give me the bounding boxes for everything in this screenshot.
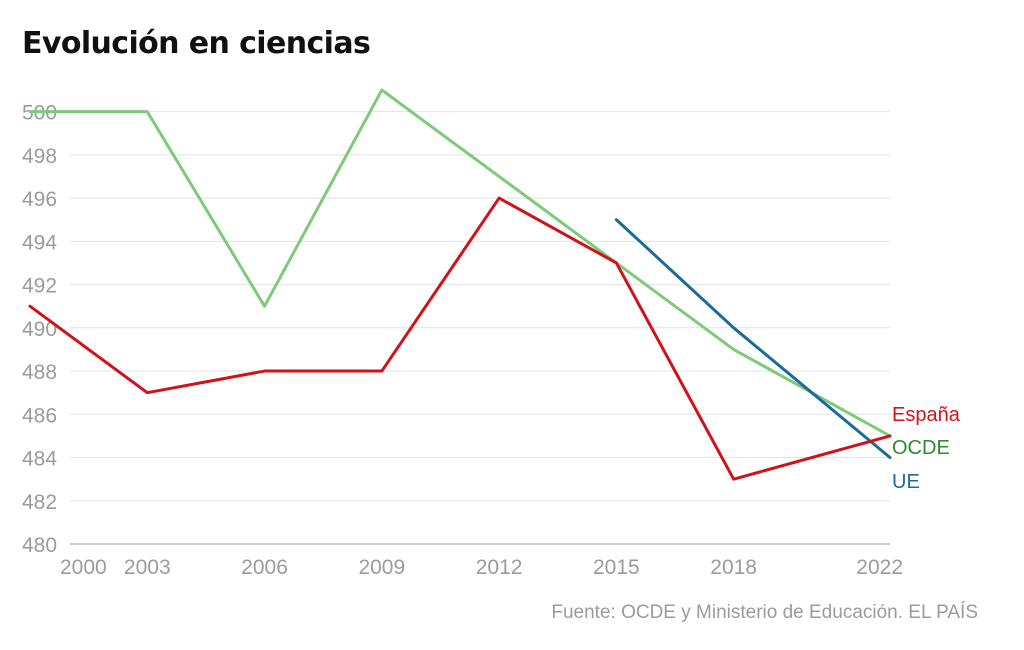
y-tick-label: 486: [22, 404, 57, 427]
series-labels: España OCDE UE: [892, 404, 961, 493]
x-tick-label: 2015: [593, 556, 640, 579]
x-tick-label: 2022: [856, 556, 903, 579]
x-tick-label: 2009: [358, 556, 405, 579]
y-tick-label: 496: [22, 188, 57, 211]
x-tick-label: 2003: [124, 556, 171, 579]
x-tick-label: 2012: [476, 556, 523, 579]
x-axis-ticks: 2000 2003 2006 2009 2012 2015 2018 2022: [60, 556, 903, 579]
series-line-ue: [614, 218, 892, 460]
x-tick-label: 2006: [241, 556, 288, 579]
y-tick-label: 480: [22, 534, 57, 557]
y-tick-label: 488: [22, 361, 57, 384]
y-tick-label: 484: [22, 448, 57, 471]
series-lines: [28, 88, 892, 481]
source-note: Fuente: OCDE y Ministerio de Educación. …: [551, 602, 978, 623]
y-tick-label: 482: [22, 491, 57, 514]
series-label-ocde: OCDE: [892, 437, 950, 459]
series-line-espana: [28, 196, 892, 481]
chart-title: Evolución en ciencias: [22, 26, 371, 61]
x-tick-label: 2000: [60, 556, 107, 579]
y-tick-label: 494: [22, 231, 57, 254]
y-tick-label: 492: [22, 275, 57, 298]
y-tick-label: 490: [22, 318, 57, 341]
series-label-espana: España: [892, 404, 961, 426]
gridlines: [70, 111, 890, 545]
series-label-ue: UE: [892, 471, 920, 493]
series-line-ocde: [28, 88, 892, 438]
y-tick-label: 498: [22, 145, 57, 168]
x-tick-label: 2018: [710, 556, 757, 579]
